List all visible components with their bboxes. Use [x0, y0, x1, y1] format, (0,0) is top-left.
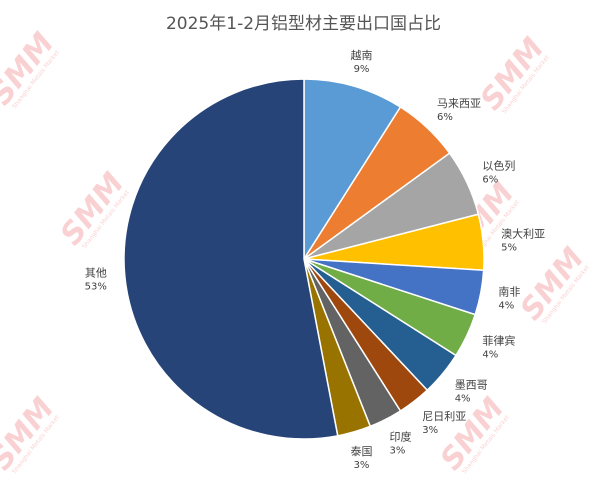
slice-percent-label: 3%	[354, 460, 370, 471]
slice-percent-label: 4%	[498, 301, 514, 312]
slice-percent-label: 6%	[482, 174, 498, 185]
pie-slice	[303, 78, 402, 262]
svg-text:SMM: SMM	[0, 391, 61, 477]
slice-label: 马来西亚	[437, 97, 481, 110]
slice-percent-label: 6%	[437, 112, 453, 123]
pie-slices	[123, 78, 485, 440]
slice-label: 其他	[85, 266, 107, 279]
slice-label: 印度	[390, 430, 412, 444]
svg-text:SMM: SMM	[0, 26, 61, 112]
slice-label: 澳大利亚	[501, 227, 545, 241]
pie-labels: 越南 9% 马来西亚 6% 以色列 6% 澳大利亚 5% 南非 4% 菲律宾 4% 墨西哥 4% 尼日利亚 3…	[85, 48, 545, 471]
chart-title: 2025年1-2月铝型材主要出口国占比	[165, 14, 442, 34]
pie-slice	[123, 78, 339, 440]
slice-label: 菲律宾	[482, 334, 515, 348]
slice-label: 尼日利亚	[422, 410, 466, 423]
slice-label: 以色列	[482, 158, 515, 172]
slice-percent-label: 3%	[422, 425, 438, 436]
slice-label: 泰国	[351, 444, 373, 458]
slice-percent-label: 3%	[390, 446, 406, 457]
slice-label: 南非	[498, 286, 520, 299]
slice-label: 越南	[351, 48, 373, 62]
slice-percent-label: 9%	[354, 64, 370, 75]
slice-percent-label: 4%	[482, 350, 498, 361]
slice-label: 墨西哥	[455, 378, 488, 391]
slice-percent-label: 53%	[85, 281, 107, 292]
slice-percent-label: 5%	[501, 243, 517, 254]
slice-percent-label: 4%	[455, 393, 471, 404]
